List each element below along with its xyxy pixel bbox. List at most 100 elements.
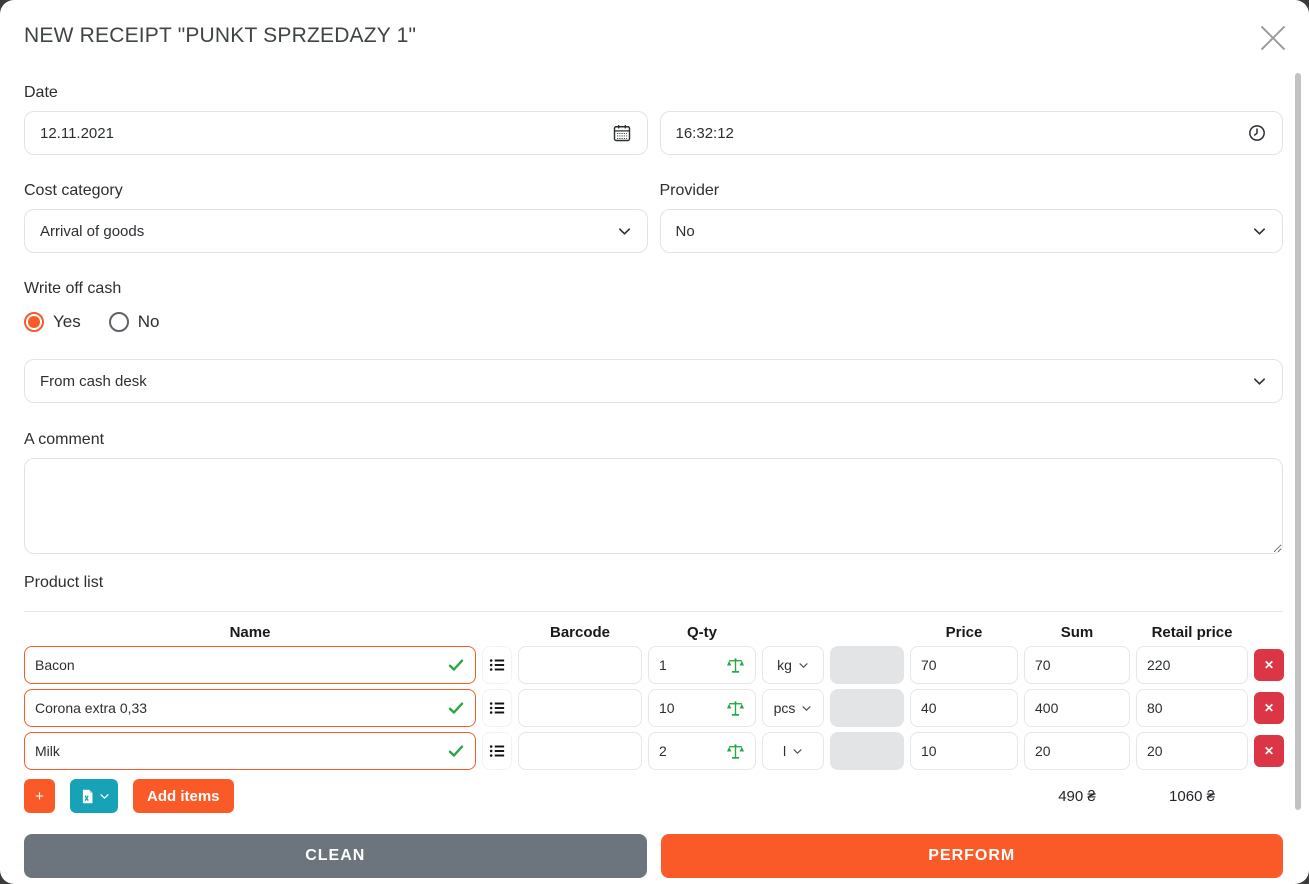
unit-value: l <box>782 743 787 759</box>
price-input[interactable] <box>921 657 1007 673</box>
col-price: Price <box>945 624 983 641</box>
product-table-header: Name Barcode Q-ty Price Sum Retail price <box>24 624 1283 641</box>
retail-price-field[interactable] <box>1136 689 1248 727</box>
product-name-field[interactable] <box>24 732 476 770</box>
chevron-down-icon <box>1252 224 1267 239</box>
sum-input[interactable] <box>1035 743 1119 759</box>
delete-row-button[interactable]: ✕ <box>1254 692 1284 724</box>
write-off-yes-option[interactable]: Yes <box>24 312 81 332</box>
date-field[interactable] <box>24 111 648 155</box>
price-input[interactable] <box>921 700 1007 716</box>
unit-select[interactable]: l <box>762 732 824 770</box>
delete-row-button[interactable]: ✕ <box>1254 735 1284 767</box>
write-off-yes-label: Yes <box>53 312 81 331</box>
time-input[interactable] <box>675 124 1241 142</box>
barcode-input[interactable] <box>529 743 631 759</box>
retail-price-input[interactable] <box>1147 657 1237 673</box>
product-list-label: Product list <box>24 574 104 591</box>
chevron-down-icon <box>798 660 809 671</box>
product-name-input[interactable] <box>35 657 441 673</box>
chevron-down-icon <box>792 746 803 757</box>
scales-icon[interactable] <box>726 742 745 761</box>
price-field[interactable] <box>910 646 1018 684</box>
qty-input[interactable] <box>659 743 720 759</box>
product-name-field[interactable] <box>24 646 476 684</box>
qty-input[interactable] <box>659 700 720 716</box>
product-table-footer: + Add items 490 ₴ 1060 ₴ <box>24 779 1283 813</box>
unit-select[interactable]: kg <box>762 646 824 684</box>
write-off-no-label: No <box>137 312 160 331</box>
disabled-field <box>830 646 904 684</box>
barcode-field[interactable] <box>518 732 642 770</box>
qty-field[interactable] <box>648 732 756 770</box>
divider <box>24 611 1283 612</box>
unit-value: pcs <box>773 700 796 716</box>
sum-input[interactable] <box>1035 657 1119 673</box>
sum-input[interactable] <box>1035 700 1119 716</box>
chevron-down-icon <box>801 703 812 714</box>
radio-selected-icon[interactable] <box>24 312 44 332</box>
sum-total: 490 ₴ <box>1058 787 1096 805</box>
barcode-field[interactable] <box>518 689 642 727</box>
scrollbar[interactable] <box>1295 73 1301 810</box>
price-field[interactable] <box>910 689 1018 727</box>
list-icon <box>488 656 506 674</box>
product-name-field[interactable] <box>24 689 476 727</box>
unit-select[interactable]: pcs <box>762 689 824 727</box>
close-icon <box>1257 22 1289 54</box>
retail-price-field[interactable] <box>1136 732 1248 770</box>
perform-button[interactable]: PERFORM <box>660 834 1283 878</box>
clean-button[interactable]: CLEAN <box>24 834 647 878</box>
product-row: kg ✕ <box>24 646 1284 684</box>
chevron-down-icon <box>617 224 632 239</box>
check-icon <box>447 742 465 760</box>
product-picker-button[interactable] <box>482 689 512 727</box>
add-items-button[interactable]: Add items <box>133 779 234 813</box>
cost-category-select[interactable]: Arrival of goods <box>24 209 648 253</box>
close-button[interactable] <box>1255 20 1291 56</box>
qty-input[interactable] <box>659 657 720 673</box>
add-row-button[interactable]: + <box>24 779 55 813</box>
sum-field[interactable] <box>1024 646 1130 684</box>
product-picker-button[interactable] <box>482 732 512 770</box>
provider-label: Provider <box>659 182 720 199</box>
sum-field[interactable] <box>1024 689 1130 727</box>
qty-field[interactable] <box>648 646 756 684</box>
retail-price-field[interactable] <box>1136 646 1248 684</box>
price-input[interactable] <box>921 743 1007 759</box>
barcode-input[interactable] <box>529 657 631 673</box>
date-input[interactable] <box>40 124 606 142</box>
retail-price-input[interactable] <box>1147 743 1237 759</box>
import-excel-button[interactable] <box>70 779 118 813</box>
price-field[interactable] <box>910 732 1018 770</box>
retail-price-input[interactable] <box>1147 700 1237 716</box>
barcode-input[interactable] <box>529 700 631 716</box>
product-name-input[interactable] <box>35 743 441 759</box>
delete-row-button[interactable]: ✕ <box>1254 649 1284 681</box>
col-sum: Sum <box>1060 624 1094 641</box>
time-field[interactable] <box>659 111 1283 155</box>
dialog-title: NEW RECEIPT "PUNKT SPRZEDAZY 1" <box>24 24 417 47</box>
cost-category-value: Arrival of goods <box>40 222 145 240</box>
clock-icon[interactable] <box>1247 123 1267 143</box>
list-icon <box>488 699 506 717</box>
product-picker-button[interactable] <box>482 646 512 684</box>
barcode-field[interactable] <box>518 646 642 684</box>
scales-icon[interactable] <box>726 699 745 718</box>
qty-field[interactable] <box>648 689 756 727</box>
write-off-no-option[interactable]: No <box>108 312 160 332</box>
radio-unselected-icon[interactable] <box>108 312 129 332</box>
chevron-down-icon <box>99 791 110 802</box>
scales-icon[interactable] <box>726 656 745 675</box>
sum-field[interactable] <box>1024 732 1130 770</box>
check-icon <box>447 699 465 717</box>
provider-select[interactable]: No <box>659 209 1283 253</box>
calendar-icon[interactable] <box>612 123 632 143</box>
product-name-input[interactable] <box>35 700 441 716</box>
cash-source-select[interactable]: From cash desk <box>24 359 1283 403</box>
product-row: l ✕ <box>24 732 1284 770</box>
product-row: pcs ✕ <box>24 689 1284 727</box>
comment-textarea[interactable] <box>24 458 1283 554</box>
comment-label: A comment <box>24 431 105 448</box>
col-qty: Q-ty <box>687 624 717 641</box>
